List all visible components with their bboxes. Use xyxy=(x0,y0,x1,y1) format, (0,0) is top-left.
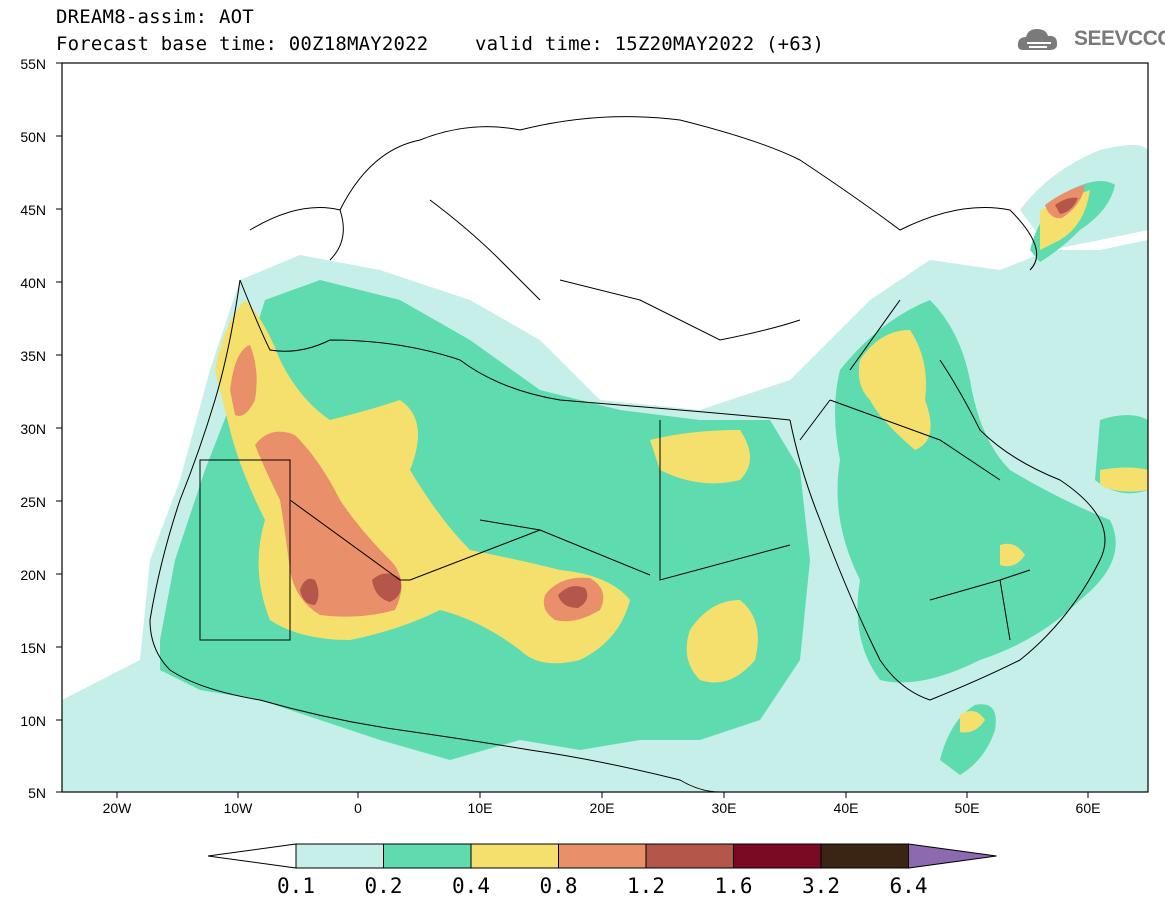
aot-field-1p2 xyxy=(300,197,1078,608)
colorbar-swatch xyxy=(295,843,384,869)
colorbar-swatch xyxy=(470,843,559,869)
lat-tick-label: 5N xyxy=(28,785,46,801)
lon-tick-label: 30E xyxy=(712,800,737,816)
logo-text: SEEVCCC xyxy=(1074,27,1165,50)
lon-axis: 20W 10W 0 10E 20E 30E 40E 50E 60E xyxy=(103,800,1101,816)
colorbar-label: 1.2 xyxy=(627,874,665,898)
lon-tick-label: 0 xyxy=(354,800,362,816)
lon-tick-label: 50E xyxy=(955,800,980,816)
aot-map: 55N 50N 45N 40N 35N 30N 25N 20N 15N 10N … xyxy=(20,56,1149,816)
colorbar-swatch xyxy=(207,843,297,869)
map-subtitle: Forecast base time: 00Z18MAY2022 valid t… xyxy=(56,33,825,55)
colorbar-swatch xyxy=(645,843,734,869)
colorbar-label: 6.4 xyxy=(890,874,928,898)
lat-tick-label: 50N xyxy=(20,129,46,145)
lat-tick-label: 55N xyxy=(20,56,46,72)
lon-tick-label: 20W xyxy=(103,800,133,816)
lon-tick-label: 10E xyxy=(468,800,493,816)
map-title: DREAM8-assim: AOT xyxy=(56,6,254,28)
lon-tick-label: 40E xyxy=(834,800,859,816)
colorbar-label: 1.6 xyxy=(715,874,753,898)
lat-axis: 55N 50N 45N 40N 35N 30N 25N 20N 15N 10N … xyxy=(20,56,46,801)
lat-tick-label: 30N xyxy=(20,421,46,437)
colorbar-swatch xyxy=(383,843,472,869)
colorbar-label: 0.8 xyxy=(540,874,578,898)
lat-tick-label: 10N xyxy=(20,713,46,729)
lat-tick-label: 40N xyxy=(20,275,46,291)
lat-tick-label: 45N xyxy=(20,202,46,218)
colorbar-swatch xyxy=(558,843,647,869)
cloud-logo-icon xyxy=(1017,29,1058,50)
lat-tick-label: 20N xyxy=(20,567,46,583)
coastlines xyxy=(149,116,1106,792)
colorbar-label: 3.2 xyxy=(802,874,840,898)
colorbar-label: 0.4 xyxy=(452,874,490,898)
lat-tick-label: 35N xyxy=(20,348,46,364)
colorbar-label: 0.2 xyxy=(365,874,403,898)
lon-tick-label: 60E xyxy=(1076,800,1101,816)
lat-tick-label: 25N xyxy=(20,494,46,510)
colorbar-swatch xyxy=(908,843,997,869)
lon-tick-label: 20E xyxy=(590,800,615,816)
lat-tick-label: 15N xyxy=(20,640,46,656)
colorbar-swatch xyxy=(733,843,822,869)
colorbar-label: 0.1 xyxy=(277,874,315,898)
colorbar-swatch xyxy=(820,843,909,869)
lon-tick-label: 10W xyxy=(224,800,254,816)
